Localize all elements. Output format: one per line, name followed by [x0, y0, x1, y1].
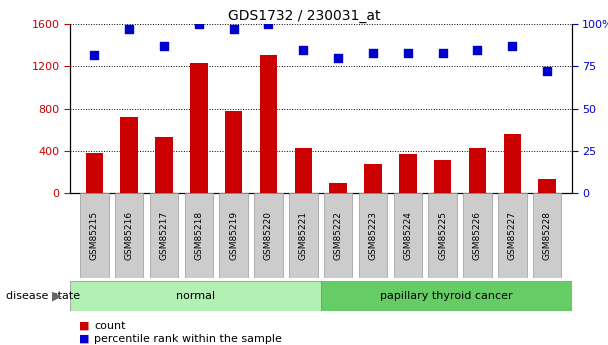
FancyBboxPatch shape [70, 281, 321, 310]
Bar [155, 137, 173, 193]
Text: GSM85220: GSM85220 [264, 211, 273, 260]
Text: GSM85225: GSM85225 [438, 211, 447, 260]
Text: disease state: disease state [6, 291, 80, 301]
Point [89, 52, 99, 57]
FancyBboxPatch shape [289, 193, 317, 278]
FancyBboxPatch shape [533, 193, 561, 278]
Text: GSM85222: GSM85222 [334, 211, 343, 260]
FancyBboxPatch shape [393, 193, 422, 278]
Text: percentile rank within the sample: percentile rank within the sample [94, 334, 282, 344]
Bar [330, 183, 347, 193]
Point [472, 47, 482, 52]
Point [542, 69, 552, 74]
Bar [225, 111, 243, 193]
Bar [86, 153, 103, 193]
FancyBboxPatch shape [429, 193, 457, 278]
FancyBboxPatch shape [359, 193, 387, 278]
FancyBboxPatch shape [324, 193, 353, 278]
Bar [364, 164, 382, 193]
Text: GSM85215: GSM85215 [90, 211, 99, 260]
Text: GSM85218: GSM85218 [195, 211, 203, 260]
Point [368, 50, 378, 56]
Point [159, 43, 169, 49]
FancyBboxPatch shape [150, 193, 178, 278]
FancyBboxPatch shape [321, 281, 572, 310]
Bar [434, 160, 451, 193]
Bar [539, 179, 556, 193]
Point [299, 47, 308, 52]
FancyBboxPatch shape [463, 193, 492, 278]
FancyBboxPatch shape [254, 193, 283, 278]
Text: GSM85224: GSM85224 [403, 211, 412, 260]
Point [438, 50, 447, 56]
Text: GSM85219: GSM85219 [229, 211, 238, 260]
Text: GSM85226: GSM85226 [473, 211, 482, 260]
FancyBboxPatch shape [184, 193, 213, 278]
FancyBboxPatch shape [498, 193, 527, 278]
Bar [260, 55, 277, 193]
Text: ■: ■ [79, 321, 89, 331]
Text: GSM85221: GSM85221 [299, 211, 308, 260]
FancyBboxPatch shape [80, 193, 109, 278]
Point [229, 27, 238, 32]
Text: GSM85223: GSM85223 [368, 211, 378, 260]
Bar [120, 117, 138, 193]
Text: GSM85227: GSM85227 [508, 211, 517, 260]
Point [403, 50, 413, 56]
Bar [469, 148, 486, 193]
Text: normal: normal [176, 291, 215, 301]
Point [264, 21, 274, 27]
FancyBboxPatch shape [115, 193, 143, 278]
Text: GSM85216: GSM85216 [125, 211, 134, 260]
Text: ■: ■ [79, 334, 89, 344]
Point [124, 27, 134, 32]
Text: ▶: ▶ [52, 289, 61, 302]
Bar [399, 154, 416, 193]
Point [333, 55, 343, 61]
Bar [295, 148, 312, 193]
Text: GDS1732 / 230031_at: GDS1732 / 230031_at [228, 9, 380, 23]
Text: papillary thyroid cancer: papillary thyroid cancer [380, 291, 513, 301]
Bar [190, 63, 207, 193]
Text: GSM85217: GSM85217 [159, 211, 168, 260]
Text: GSM85228: GSM85228 [542, 211, 551, 260]
Text: count: count [94, 321, 126, 331]
Point [508, 43, 517, 49]
Point [194, 21, 204, 27]
FancyBboxPatch shape [219, 193, 248, 278]
Bar [503, 134, 521, 193]
